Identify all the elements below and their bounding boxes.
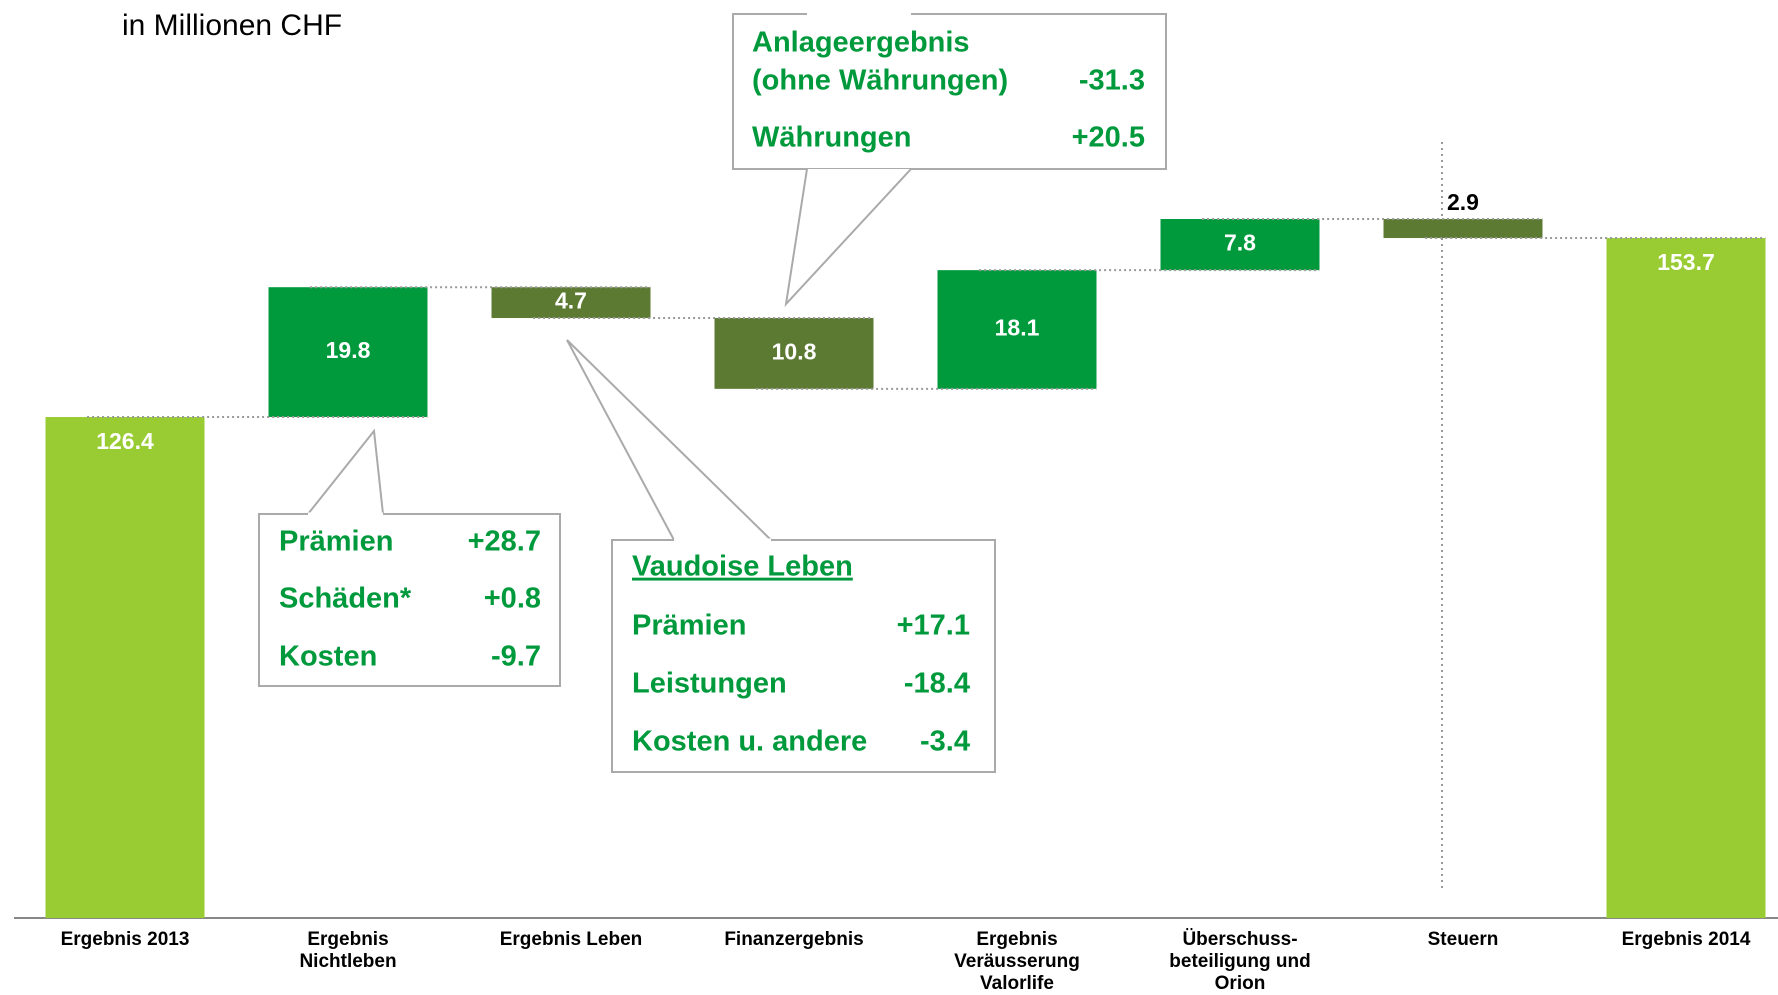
x-tick-label: Finanzergebnis	[724, 929, 863, 950]
bar	[1606, 238, 1766, 918]
callout-label: Währungen	[752, 122, 912, 154]
bar	[1160, 219, 1320, 271]
callout-pointer	[784, 168, 912, 308]
data-label: 153.7	[1657, 249, 1715, 275]
callout-label: Prämien	[279, 526, 393, 558]
callout-value: -9.7	[491, 641, 541, 673]
x-tick-label: Überschuss-beteiligung und Orion	[1169, 929, 1310, 994]
x-tick-label: Ergebnis Leben	[500, 929, 643, 950]
callout-label: Schäden*	[279, 583, 412, 615]
data-label: 2.9	[1447, 189, 1479, 215]
callout-label: Leistungen	[632, 668, 787, 700]
bar	[491, 287, 651, 319]
x-tick-label: Ergebnis 2013	[61, 929, 190, 950]
data-label: 4.7	[555, 288, 587, 314]
bar	[937, 270, 1097, 389]
callout-label: Kosten	[279, 641, 377, 673]
x-tick-label: Ergebnis 2014	[1622, 929, 1751, 950]
callout-label: Prämien	[632, 610, 746, 642]
data-label: 7.8	[1224, 230, 1256, 256]
callout-label: (ohne Währungen)	[752, 65, 1008, 97]
callout-pointer	[307, 428, 384, 515]
callout-value: +28.7	[468, 526, 541, 558]
data-label: 18.1	[995, 315, 1040, 341]
bar	[714, 318, 874, 389]
callout-value: +20.5	[1072, 122, 1145, 154]
callout-pointer	[566, 339, 772, 541]
callout-value: +17.1	[897, 610, 970, 642]
callout-value: -31.3	[1079, 65, 1145, 97]
x-tick-label: Ergebnis Nichtleben	[299, 929, 396, 972]
callout-value: +0.8	[484, 583, 541, 615]
callout-label: Kosten u. andere	[632, 726, 867, 758]
callout-box	[732, 13, 1167, 170]
callout-box	[258, 513, 561, 687]
callout-title: Anlageergebnis	[752, 27, 970, 59]
chart-subtitle: in Millionen CHF	[122, 9, 342, 42]
data-label: 126.4	[96, 428, 154, 454]
callout-box	[611, 539, 996, 773]
callout-title: Vaudoise Leben	[632, 551, 853, 583]
callout-value: -3.4	[920, 726, 970, 758]
bar	[1383, 219, 1543, 239]
bar	[268, 287, 428, 418]
data-label: 19.8	[326, 337, 371, 363]
x-tick-label: Steuern	[1428, 929, 1499, 950]
callout-value: -18.4	[904, 668, 970, 700]
x-tick-label: Ergebnis Veräusserung Valorlife	[954, 929, 1080, 994]
data-label: 10.8	[772, 339, 817, 365]
bar	[45, 417, 205, 918]
